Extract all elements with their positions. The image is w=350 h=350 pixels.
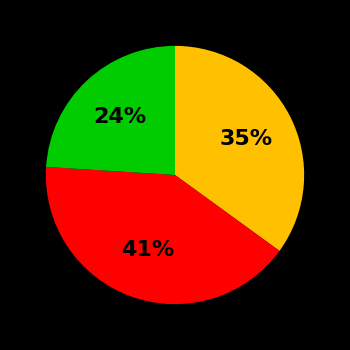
Wedge shape (46, 167, 280, 304)
Text: 24%: 24% (93, 107, 147, 127)
Text: 41%: 41% (121, 240, 175, 260)
Text: 35%: 35% (220, 129, 273, 149)
Wedge shape (175, 46, 304, 251)
Wedge shape (46, 46, 175, 175)
